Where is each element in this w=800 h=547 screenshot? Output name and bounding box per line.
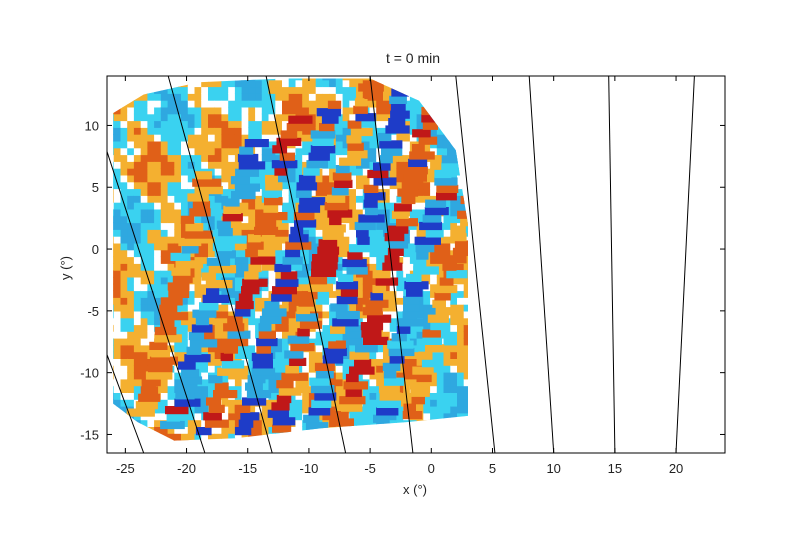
heatmap-streak [195,115,313,436]
y-axis-title: y (°) [58,256,73,280]
projection-line [675,76,695,453]
heatmap-streak [160,139,269,430]
x-axis: -25 -20 -15 -10 -5 0 5 10 15 20 [116,76,683,476]
projection-line [528,76,555,453]
x-tick-label: -10 [300,461,319,476]
x-axis-title: x (°) [403,482,427,497]
projection-line [369,76,414,453]
x-tick-label: -5 [364,461,376,476]
y-tick-label: -10 [80,366,99,381]
projection-line [167,76,273,453]
projection-line [265,76,347,453]
y-tick-label: 10 [85,118,99,133]
heatmap-streak [303,80,413,431]
y-tick-label: 0 [92,242,99,257]
x-tick-label: 10 [546,461,560,476]
y-axis: -15 -10 -5 0 5 10 [80,118,725,442]
projection-line [455,76,496,453]
chart-title: t = 0 min [386,50,440,66]
plot-frame [106,75,726,454]
y-tick-label: 5 [92,180,99,195]
x-tick-label: -15 [238,461,257,476]
heatmap-streak [234,100,342,436]
x-tick-label: 15 [608,461,622,476]
projection-line [107,149,206,453]
x-tick-label: -25 [116,461,135,476]
projection-line [107,353,145,453]
y-tick-label: -15 [80,427,99,442]
x-tick-label: -20 [177,461,196,476]
x-tick-label: 5 [489,461,496,476]
x-tick-label: 0 [428,461,435,476]
x-tick-label: 20 [669,461,683,476]
y-tick-label: -5 [87,304,99,319]
projection-line [608,76,616,453]
